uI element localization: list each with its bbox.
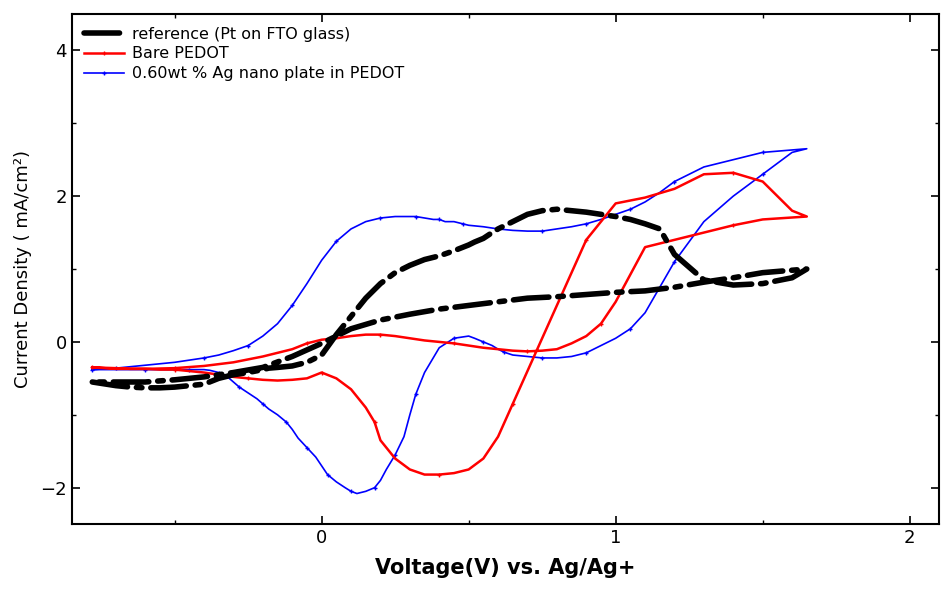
Bare PEDOT [87,364,98,371]
Bare PEDOT [360,404,371,411]
Line: Bare PEDOT: Bare PEDOT [89,170,808,477]
reference (Pt on FTO glass) [198,374,209,381]
0.60wt % Ag nano plate in PEDOT [213,352,225,359]
reference (Pt on FTO glass) [698,279,709,286]
Legend: reference (Pt on FTO glass), Bare PEDOT, 0.60wt % Ag nano plate in PEDOT: reference (Pt on FTO glass), Bare PEDOT,… [80,22,409,86]
0.60wt % Ag nano plate in PEDOT [87,366,98,373]
reference (Pt on FTO glass) [801,265,812,272]
Line: reference (Pt on FTO glass): reference (Pt on FTO glass) [92,209,806,388]
Bare PEDOT [87,364,98,371]
reference (Pt on FTO glass) [139,384,150,391]
reference (Pt on FTO glass) [447,247,459,255]
Bare PEDOT [463,342,474,349]
Bare PEDOT [550,302,562,309]
0.60wt % Ag nano plate in PEDOT [87,366,98,373]
0.60wt % Ag nano plate in PEDOT [506,227,518,234]
reference (Pt on FTO glass) [87,378,98,385]
0.60wt % Ag nano plate in PEDOT [801,145,812,152]
0.60wt % Ag nano plate in PEDOT [351,490,363,497]
reference (Pt on FTO glass) [668,251,680,258]
Bare PEDOT [536,334,547,342]
reference (Pt on FTO glass) [550,205,562,213]
0.60wt % Ag nano plate in PEDOT [287,302,298,309]
0.60wt % Ag nano plate in PEDOT [409,213,421,220]
0.60wt % Ag nano plate in PEDOT [389,451,401,458]
Bare PEDOT [418,471,429,478]
Bare PEDOT [374,437,386,444]
reference (Pt on FTO glass) [257,366,268,373]
Bare PEDOT [726,169,738,176]
reference (Pt on FTO glass) [87,378,98,385]
Y-axis label: Current Density ( mA/cm²): Current Density ( mA/cm²) [14,150,31,388]
0.60wt % Ag nano plate in PEDOT [447,218,459,225]
X-axis label: Voltage(V) vs. Ag/Ag+: Voltage(V) vs. Ag/Ag+ [375,558,635,578]
Bare PEDOT [668,236,680,243]
Line: 0.60wt % Ag nano plate in PEDOT: 0.60wt % Ag nano plate in PEDOT [89,146,808,496]
